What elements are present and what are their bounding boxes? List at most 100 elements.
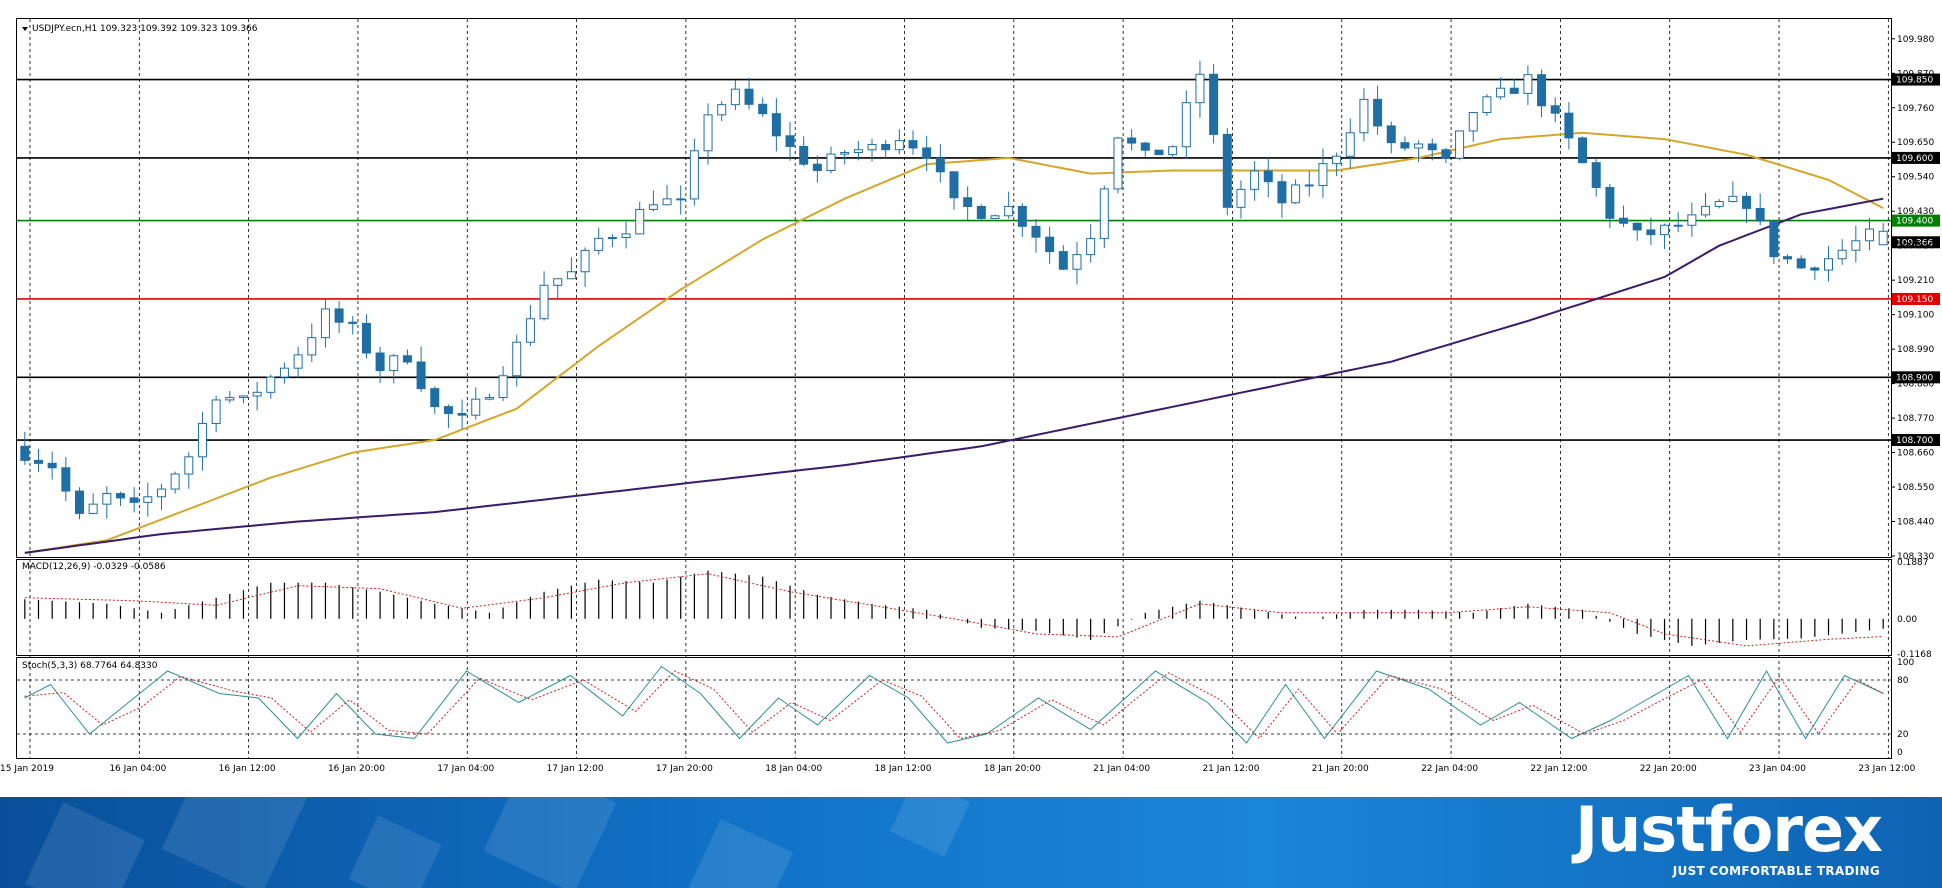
level-tag-label: 109.850 (1896, 76, 1933, 86)
candle-body (348, 321, 358, 324)
time-tick-label: 17 Jan 12:00 (547, 764, 604, 774)
candle-body (1605, 186, 1615, 219)
price-tick-label: 108.990 (1897, 345, 1934, 355)
candle-body (1482, 96, 1492, 114)
candle-body (1291, 184, 1301, 204)
pane-frames (16, 18, 1892, 759)
macd-signal-line (24, 573, 1884, 647)
candle-body (1619, 217, 1629, 224)
candle-body (648, 204, 658, 210)
candle-body (211, 399, 221, 424)
candle-body (1140, 142, 1150, 151)
candle-body (279, 367, 289, 378)
candle-body (402, 355, 412, 363)
candle-body (1373, 98, 1383, 127)
time-tick-label: 16 Jan 20:00 (328, 764, 385, 774)
candle-body (252, 391, 262, 397)
moving-average-line (24, 131, 1884, 554)
candle-body (197, 422, 207, 458)
candle-body (47, 462, 57, 469)
candle-body (1386, 125, 1396, 144)
candle-body (1045, 236, 1055, 253)
candle-body (266, 376, 276, 393)
level-tag-label: 108.700 (1896, 436, 1933, 446)
candle-body (853, 149, 863, 153)
candle-body (758, 103, 768, 115)
macd-pane: 0.1887 0.00 -0.1168 (24, 558, 1932, 660)
time-tick-label: 18 Jan 04:00 (765, 764, 822, 774)
candle-body (730, 88, 740, 106)
candle-body (375, 352, 385, 372)
candle-body (1673, 224, 1683, 227)
candle-body (416, 361, 426, 390)
candle-body (361, 322, 371, 354)
macd-tick-label: 0.00 (1897, 615, 1917, 625)
candle-body (744, 88, 754, 105)
candle-body (334, 308, 344, 323)
candle-body (662, 198, 672, 206)
candle-body (607, 236, 617, 239)
candle-body (471, 398, 481, 416)
candle-body (1509, 87, 1519, 94)
candle-body (771, 113, 781, 137)
candle-body (1168, 146, 1178, 156)
candle-body (525, 318, 535, 343)
time-tick-label: 22 Jan 04:00 (1421, 764, 1478, 774)
candle-body (1591, 162, 1601, 188)
time-tick-label: 16 Jan 04:00 (109, 764, 166, 774)
moving-averages (24, 131, 1884, 554)
price-tick-label: 108.550 (1897, 483, 1934, 493)
price-tick-label: 109.540 (1897, 173, 1934, 183)
level-tag (1892, 151, 1940, 164)
candle-body (1072, 254, 1082, 270)
candle-body (1359, 98, 1369, 134)
candle-body (143, 496, 153, 503)
candle-body (307, 337, 317, 356)
candle-body (74, 490, 84, 514)
candle-body (1400, 142, 1410, 149)
main-chart-title: USDJPY.ecn,H1 109.323 109.392 109.323 10… (32, 24, 258, 34)
candle-body (1250, 170, 1260, 190)
stoch-signal-line (24, 670, 1884, 740)
candle-body (1824, 258, 1834, 271)
candle-body (1304, 184, 1314, 187)
level-tag (1892, 292, 1940, 305)
candle-body (1851, 240, 1861, 251)
candle-body (1755, 207, 1765, 222)
candle-body (457, 412, 467, 416)
candle-body (238, 395, 248, 399)
candle-body (963, 197, 973, 207)
price-tick-label: 109.430 (1897, 207, 1934, 217)
collapse-arrow-icon[interactable] (22, 27, 28, 31)
candle-body (1714, 200, 1724, 207)
brand-logo: Justforex (1575, 797, 1883, 866)
candle-body (1687, 214, 1697, 226)
candle-body (1455, 130, 1465, 159)
level-tag-label: 109.400 (1896, 217, 1933, 227)
candle-body (867, 143, 877, 151)
price-tick-label: 109.760 (1897, 104, 1934, 114)
candle-body (566, 271, 576, 280)
candle-body (553, 278, 563, 286)
candle-body (676, 198, 686, 201)
time-tick-label: 16 Jan 12:00 (219, 764, 276, 774)
current-price-tag (1892, 236, 1940, 249)
candle-body (61, 467, 71, 492)
time-tick-label: 17 Jan 20:00 (656, 764, 713, 774)
candle-body (1660, 224, 1670, 236)
candle-body (949, 171, 959, 199)
candle-body (1496, 87, 1506, 98)
candle-body (1769, 220, 1779, 258)
candle-body (156, 488, 166, 498)
candle-body (1031, 225, 1041, 238)
candle-body (88, 503, 98, 514)
candle-body (1318, 163, 1328, 186)
candle-body (1263, 170, 1273, 183)
candle-body (1701, 205, 1711, 216)
price-tick-label: 109.320 (1897, 242, 1934, 252)
candle-body (1099, 188, 1109, 240)
candle-body (1209, 73, 1219, 135)
candle-body (635, 208, 645, 235)
candle-body (1277, 181, 1287, 204)
price-tick-label: 108.330 (1897, 552, 1934, 562)
